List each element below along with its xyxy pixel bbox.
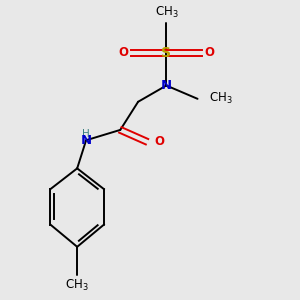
Text: O: O: [154, 135, 164, 148]
Text: N: N: [161, 79, 172, 92]
Text: S: S: [161, 46, 171, 60]
Text: CH$_3$: CH$_3$: [154, 5, 178, 20]
Text: O: O: [118, 46, 128, 59]
Text: N: N: [80, 134, 92, 147]
Text: H: H: [82, 129, 90, 139]
Text: O: O: [204, 46, 214, 59]
Text: CH$_3$: CH$_3$: [209, 91, 233, 106]
Text: CH$_3$: CH$_3$: [65, 278, 89, 293]
